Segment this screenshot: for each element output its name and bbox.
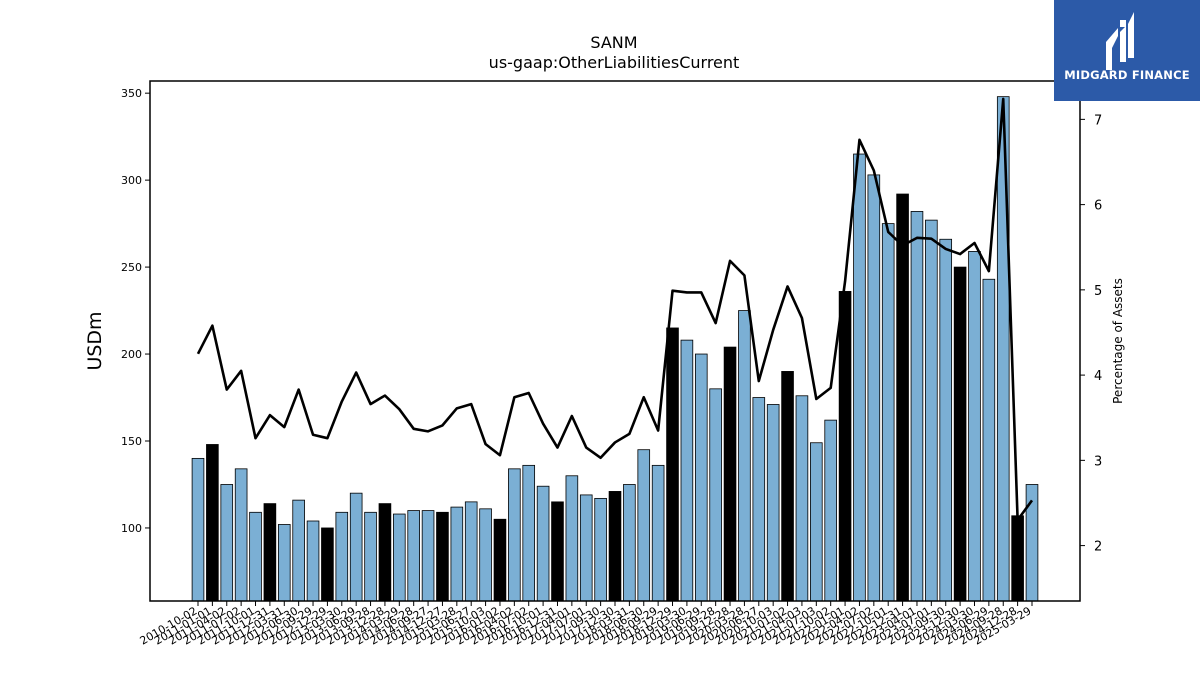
brand-logo: MIDGARD FINANCE [1054,0,1200,101]
bar-2017-09-30 [594,497,607,602]
y-axis-label: USDm [84,311,106,370]
bar-2020-10-03 [766,404,780,602]
bar-2011-12-31 [263,503,277,602]
bar-2021-01-02 [781,371,794,602]
bar-2011-07-02 [234,468,248,602]
bar-2013-12-28 [378,503,392,602]
logo-text: MIDGARD FINANCE [1064,68,1190,82]
bar-2012-06-30 [292,499,305,602]
bar-2019-06-29 [694,353,708,602]
bar-2024-03-30 [968,251,981,602]
bar-2024-12-28 [1011,515,1024,602]
bar-2013-06-29 [349,492,363,602]
percentage-line-group [196,97,1034,522]
bar-2021-04-03 [795,395,809,602]
bar-2011-04-02 [220,484,234,602]
bars-group [191,96,1039,602]
y-tick-label: 350 [121,87,142,100]
bar-2024-09-28 [996,96,1010,602]
bar-2016-10-01 [536,485,550,602]
y2-tick-label: 7 [1094,113,1102,128]
y-axis-left: 100 150 200 250 300 350 [121,87,150,535]
y-tick-label: 200 [121,348,142,361]
y-tick-label: 100 [121,522,142,535]
bar-2022-12-31 [896,193,909,602]
logo-mark-icon [1106,12,1134,70]
bar-2018-06-30 [637,449,651,602]
bar-2020-06-27 [752,397,766,602]
y-tick-label: 250 [121,261,142,274]
bar-2024-06-29 [982,278,996,602]
bar-2012-03-31 [277,524,291,602]
bar-2013-03-30 [335,511,349,602]
bar-2010-10-02 [191,457,205,602]
bar-2018-03-31 [623,484,636,602]
bar-2021-10-02 [824,419,837,602]
bar-2012-12-29 [321,527,334,602]
bar-2014-09-27 [421,510,435,602]
bar-2023-09-30 [939,238,953,602]
bar-2015-10-03 [479,508,492,602]
y2-tick-label: 3 [1094,454,1102,469]
bar-2015-06-27 [464,501,478,602]
bar-2014-06-28 [407,510,420,602]
x-axis: 2010-10-022011-01-012011-04-022011-07-02… [138,601,1034,648]
y2-tick-label: 5 [1094,284,1102,299]
bar-2016-04-02 [508,468,521,602]
bar-2015-03-28 [450,506,464,602]
bar-2012-09-29 [306,520,320,602]
bar-2019-12-28 [723,346,737,602]
bar-2020-03-28 [738,310,751,602]
bar-2018-09-29 [651,464,665,602]
y2-tick-label: 2 [1094,540,1102,555]
bar-2017-04-01 [565,475,579,602]
y-axis-right: 2 3 4 5 6 7 [1080,113,1102,555]
y2-axis-label: Percentage of Assets [1111,278,1125,404]
bar-2022-04-02 [853,153,866,602]
bar-2011-10-01 [249,511,262,602]
bar-2016-01-02 [493,518,507,602]
y-tick-label: 300 [121,174,142,187]
bar-2021-07-03 [810,442,823,602]
y-tick-label: 150 [121,435,142,448]
bar-2017-07-01 [579,494,593,602]
bar-2019-09-28 [709,388,722,602]
bar-2019-03-30 [680,339,694,602]
chart-subtitle: us-gaap:OtherLiabilitiesCurrent [489,53,740,72]
y2-tick-label: 6 [1094,199,1102,214]
bar-2023-04-01 [910,211,924,602]
bar-2013-09-28 [364,511,377,602]
bar-2018-12-29 [666,327,679,602]
bar-2022-07-02 [867,174,881,602]
bar-2010-12-31 [206,444,219,602]
bar-2017-12-30 [608,491,622,602]
percentage-of-assets-line [196,97,1034,522]
bar-2016-12-31 [551,501,564,602]
bar-2014-12-27 [436,511,449,602]
bar-2016-07-02 [522,464,536,602]
bar-2022-10-01 [881,223,895,602]
bar-2023-07-01 [925,219,938,602]
bar-2022-01-01 [838,291,852,602]
bar-2023-12-30 [953,266,967,602]
y2-tick-label: 4 [1094,369,1102,384]
chart-title: SANM [590,33,637,52]
bar-2014-03-29 [393,513,406,602]
